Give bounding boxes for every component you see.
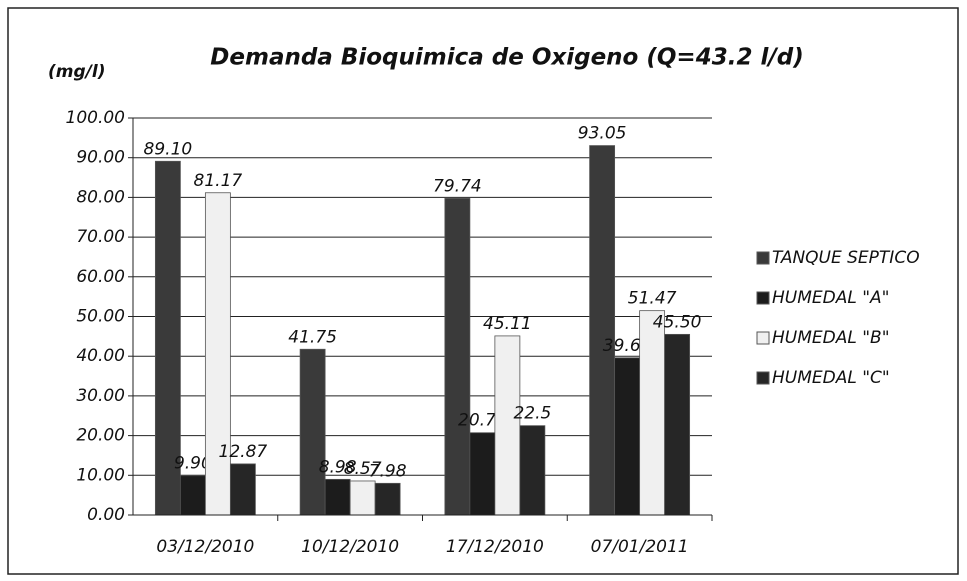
bar [494, 335, 521, 516]
x-tick-label: 10/12/2010 [301, 537, 399, 557]
bar [639, 310, 666, 516]
bar [299, 348, 326, 516]
bar [469, 432, 496, 516]
bar [589, 145, 616, 516]
y-tick-label: 30.00 [76, 386, 125, 406]
bar [349, 480, 376, 516]
value-label: 8.57 [344, 459, 382, 479]
value-label: 22.5 [513, 404, 551, 424]
bar [444, 198, 471, 516]
bar [374, 482, 401, 516]
y-tick-label: 70.00 [76, 227, 125, 247]
x-tick-label: 17/12/2010 [446, 537, 544, 557]
y-tick-label: 10.00 [76, 465, 125, 485]
x-tick-label: 07/01/2011 [591, 537, 689, 557]
y-axis-label: (mg/l) [48, 62, 105, 82]
value-label: 93.05 [578, 124, 627, 144]
value-label: 41.75 [288, 327, 337, 347]
value-label: 12.87 [219, 442, 268, 462]
y-tick-label: 60.00 [76, 267, 125, 287]
bar [179, 475, 206, 516]
legend-swatch [756, 331, 770, 345]
y-tick-label: 80.00 [76, 187, 125, 207]
legend-label: HUMEDAL "C" [772, 368, 890, 388]
y-tick-label: 40.00 [76, 346, 125, 366]
legend-swatch [756, 291, 770, 305]
value-label: 51.47 [628, 289, 677, 309]
legend-swatch [756, 251, 770, 265]
bar [154, 160, 181, 516]
bar [229, 463, 256, 516]
bar [614, 357, 641, 516]
bar [204, 192, 231, 516]
value-label: 9.90 [174, 454, 212, 474]
value-label: 89.10 [144, 139, 193, 159]
legend-label: HUMEDAL "B" [772, 328, 890, 348]
value-label: 45.11 [483, 314, 532, 334]
value-label: 81.17 [194, 171, 243, 191]
bar [519, 425, 546, 516]
y-tick-label: 20.00 [76, 426, 125, 446]
legend-label: HUMEDAL "A" [772, 288, 890, 308]
bar [664, 333, 691, 516]
legend-swatch [756, 371, 770, 385]
value-label: 79.74 [433, 176, 482, 196]
value-label: 7.98 [369, 461, 407, 481]
bar [324, 478, 351, 516]
y-tick-label: 100.00 [66, 108, 125, 128]
y-tick-label: 50.00 [76, 307, 125, 327]
value-label: 8.98 [319, 457, 357, 477]
y-tick-label: 0.00 [87, 505, 125, 525]
x-tick-label: 03/12/2010 [156, 537, 254, 557]
value-label: 45.50 [653, 312, 702, 332]
y-tick-label: 90.00 [76, 148, 125, 168]
chart-title: Demanda Bioquimica de Oxigeno (Q=43.2 l/… [210, 45, 803, 71]
legend-label: TANQUE SEPTICO [772, 248, 920, 268]
